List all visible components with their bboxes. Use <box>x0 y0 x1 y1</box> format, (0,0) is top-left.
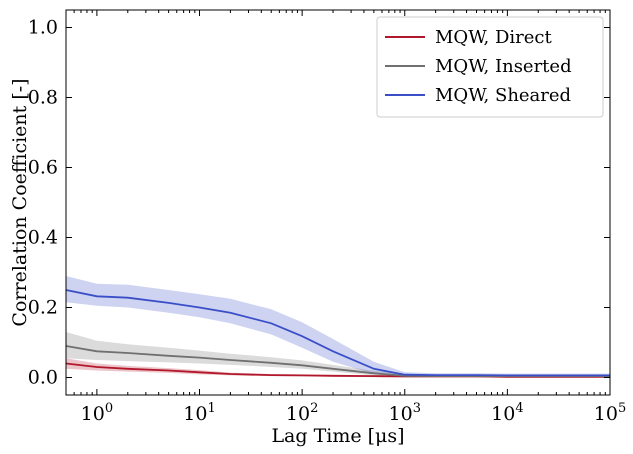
x-tick-label: 100 <box>81 401 113 425</box>
line-series-2 <box>65 345 610 378</box>
legend-box <box>376 16 604 118</box>
x-tick-label: 102 <box>286 401 318 425</box>
confidence-bands <box>66 276 610 378</box>
y-tick-label: 1.0 <box>28 17 58 39</box>
band-series-3 <box>66 276 610 377</box>
legend-label-2: MQW, Inserted <box>435 56 572 77</box>
legend-label-1: MQW, Direct <box>435 27 553 48</box>
y-tick-label: 0.0 <box>28 367 58 389</box>
y-tick-label: 0.8 <box>28 87 58 109</box>
y-tick-label: 0.6 <box>28 157 58 179</box>
x-axis-title: Lag Time [μs] <box>271 425 404 447</box>
plot-frame <box>65 9 611 396</box>
x-tick-labels: 100 101 102 103 104 105 <box>81 401 627 425</box>
band-series-2 <box>66 332 610 378</box>
legend: MQW, Direct MQW, Inserted MQW, Sheared <box>376 16 604 118</box>
x-tick-label: 104 <box>491 401 523 425</box>
y-axis-title: Correlation Coefficient [-] <box>9 78 31 326</box>
line-series-3 <box>65 289 610 377</box>
x-tick-label: 101 <box>183 401 215 425</box>
x-tick-label: 105 <box>594 401 626 425</box>
y-tick-label: 0.2 <box>28 297 58 319</box>
y-tick-label: 0.4 <box>28 227 58 249</box>
y-tick-labels: 0.0 0.2 0.4 0.6 0.8 1.0 <box>28 17 58 389</box>
x-tick-label: 103 <box>389 401 421 425</box>
series-lines <box>65 289 610 378</box>
legend-label-3: MQW, Sheared <box>435 85 571 106</box>
